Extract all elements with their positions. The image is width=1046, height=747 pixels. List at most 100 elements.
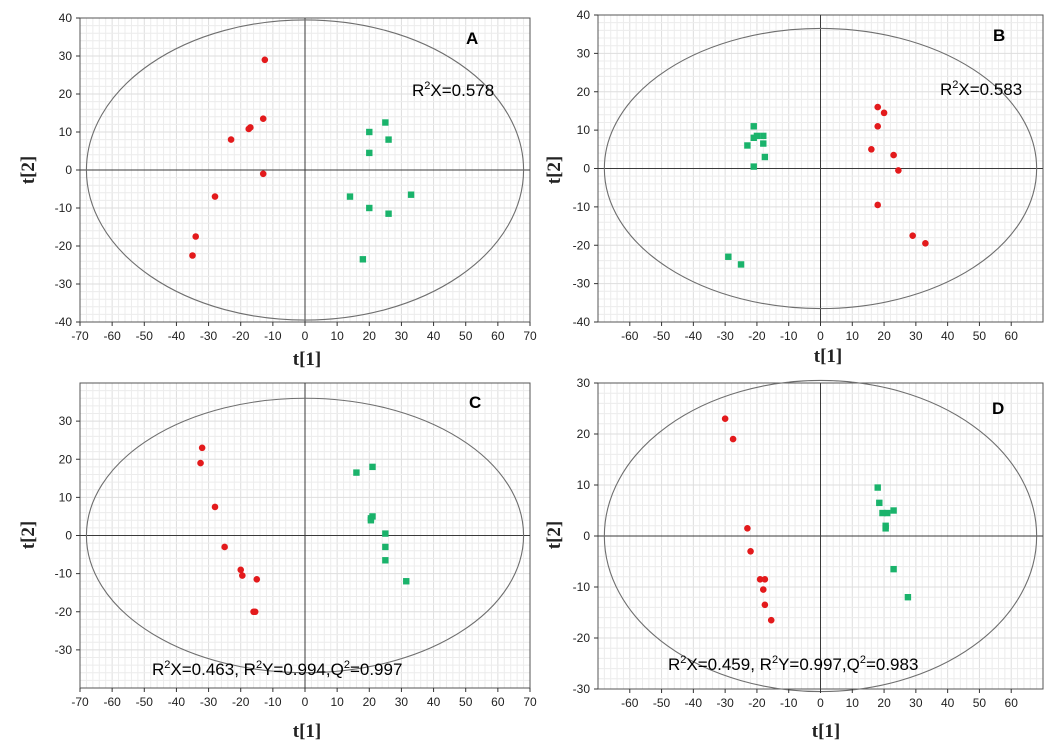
model-statistics: R2X=0.583: [940, 79, 1022, 99]
x-tick-label: 20: [877, 329, 891, 343]
x-tick-label: 60: [1005, 329, 1019, 343]
data-point: [868, 146, 875, 153]
confidence-ellipse: [85, 397, 525, 674]
y-tick-label: -40: [573, 315, 591, 329]
x-tick-label: -20: [232, 695, 250, 709]
y-tick-label: 40: [577, 8, 591, 22]
y-tick-label: -20: [55, 605, 73, 619]
data-point: [890, 507, 897, 514]
data-point: [366, 149, 373, 157]
series-1: [197, 444, 261, 616]
data-point: [259, 115, 267, 122]
x-tick-label: -40: [168, 695, 186, 709]
y-tick-label: -20: [55, 239, 73, 253]
data-point: [874, 484, 881, 491]
y-tick-label: 20: [59, 452, 73, 466]
y-tick-label: 20: [577, 427, 591, 441]
confidence-ellipse: [603, 27, 1038, 310]
series-2: [353, 463, 410, 585]
x-tick-label: 60: [1005, 696, 1019, 710]
x-tick-label: -30: [716, 696, 734, 710]
y-tick-label: 30: [59, 49, 73, 63]
data-point: [197, 459, 204, 467]
data-point: [761, 153, 769, 161]
data-point: [253, 576, 261, 583]
data-point: [884, 509, 891, 517]
y-tick-label: 30: [59, 414, 73, 428]
data-point: [407, 191, 415, 198]
panel-c: -70 -60 -50 -40 -30 -20 -10 0 10 20 30 40 50 60 70-30-…: [18, 382, 537, 742]
data-point: [760, 140, 767, 147]
data-point: [259, 170, 267, 178]
data-point: [874, 201, 882, 209]
data-point: [760, 132, 767, 140]
model-statistics: R2X=0.578: [412, 80, 494, 100]
y-tick-label: 30: [577, 46, 591, 60]
data-point: [239, 572, 246, 579]
x-tick-label: 40: [941, 329, 955, 343]
y-tick-label: 0: [583, 529, 590, 543]
data-point: [729, 435, 737, 443]
panel-letter: D: [992, 399, 1004, 418]
x-axis-title: t[1]: [814, 346, 842, 367]
data-point: [750, 134, 757, 141]
x-tick-label: -10: [264, 695, 282, 709]
y-axis-title: t[2]: [544, 156, 565, 184]
data-point: [211, 193, 219, 200]
data-point: [367, 517, 375, 524]
x-tick-label: 20: [363, 329, 377, 343]
y-tick-label: -10: [573, 200, 591, 214]
data-point: [874, 103, 882, 111]
x-tick-label: 10: [330, 329, 344, 343]
panel-d: -60 -50 -40 -30 -20 -10 0 10 20 30 40 50 60 -30 -20 -10…: [544, 376, 1044, 742]
x-tick-label: -70: [71, 329, 89, 343]
data-point: [385, 136, 392, 143]
x-tick-label: 30: [909, 696, 923, 710]
data-point: [189, 252, 196, 259]
x-tick-label: 30: [395, 329, 409, 343]
data-point: [245, 125, 253, 133]
x-tick-label: -40: [685, 696, 703, 710]
x-tick-label: -70: [71, 695, 89, 709]
data-point: [909, 232, 916, 239]
x-tick-label: 10: [330, 695, 344, 709]
data-point: [879, 509, 886, 517]
tick-labels: -70 -60 -50 -40 -30 -20 -10 0 10 20 30 40 50 60 70-30-…: [55, 414, 537, 709]
y-tick-label: -20: [573, 631, 591, 645]
panel-letter: A: [466, 29, 478, 48]
y-tick-label: 10: [59, 490, 73, 504]
x-tick-label: 50: [459, 329, 473, 343]
x-tick-label: -50: [653, 696, 671, 710]
x-tick-label: -30: [200, 329, 218, 343]
data-point: [876, 499, 883, 507]
data-point: [750, 123, 757, 130]
data-point: [761, 601, 769, 609]
x-tick-label: -60: [103, 329, 121, 343]
x-tick-label: 20: [877, 696, 891, 710]
y-tick-label: 10: [59, 125, 73, 139]
data-point: [721, 415, 729, 423]
x-tick-label: -40: [168, 329, 186, 343]
x-tick-label: -40: [685, 329, 703, 343]
data-point: [382, 530, 389, 537]
x-tick-label: 70: [523, 329, 537, 343]
y-axis-title: t[2]: [18, 521, 39, 549]
data-point: [369, 463, 376, 471]
data-point: [385, 210, 392, 217]
x-tick-label: 0: [302, 329, 309, 343]
panel-b: -60 -50 -40 -30 -20 -10 0 10 20 30 40 50 60 -40 -30 -20…: [544, 8, 1044, 367]
y-axis-title: t[2]: [18, 156, 39, 184]
y-tick-label: 40: [59, 11, 73, 25]
x-tick-label: 40: [427, 695, 441, 709]
x-tick-label: -60: [621, 696, 639, 710]
y-tick-label: -30: [55, 643, 73, 657]
data-point: [767, 616, 775, 624]
data-point: [744, 525, 751, 532]
data-point: [251, 608, 259, 616]
x-tick-label: -60: [621, 329, 639, 343]
x-tick-label: -50: [136, 695, 154, 709]
data-point: [744, 142, 751, 149]
data-point: [237, 566, 245, 574]
x-tick-label: -50: [653, 329, 671, 343]
